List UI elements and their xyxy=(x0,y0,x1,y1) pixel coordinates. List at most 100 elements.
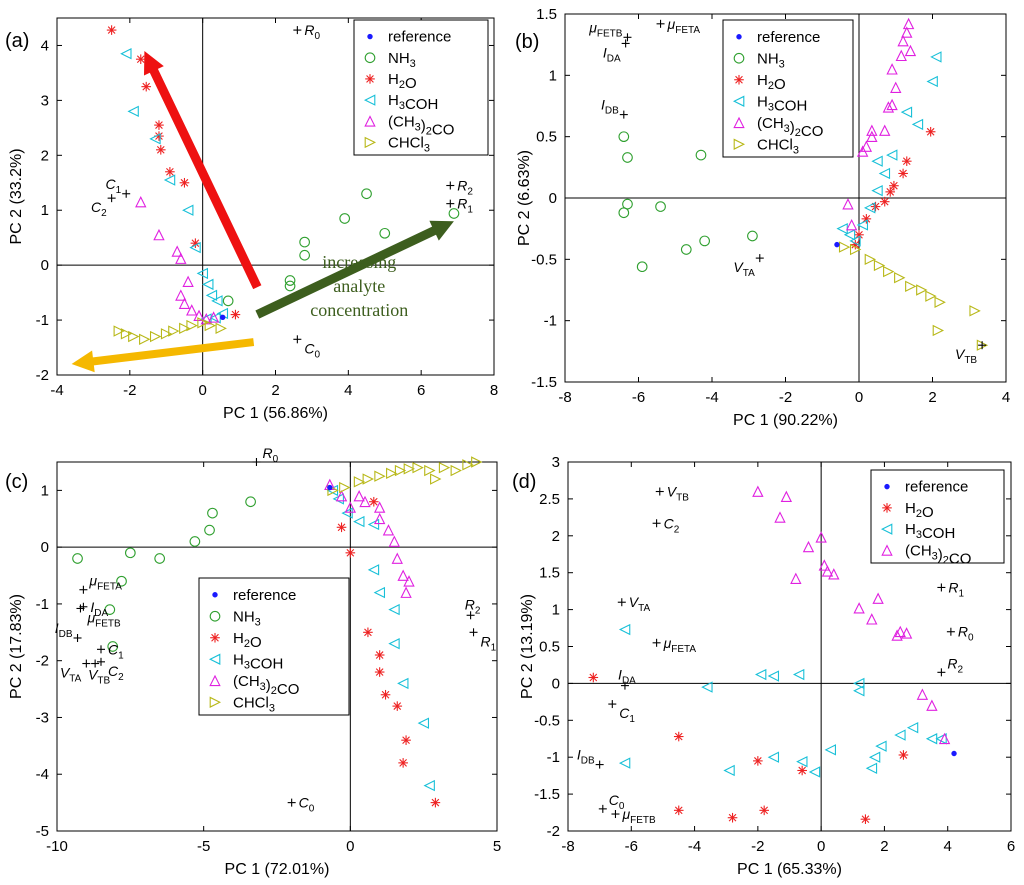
ch32co-point xyxy=(902,17,915,30)
labeled-point-r1: R1 xyxy=(469,628,497,653)
legend-item-h3coh: H3COH xyxy=(732,93,807,114)
point-label: μFETA xyxy=(667,16,701,36)
series-reference xyxy=(951,750,957,757)
point-label: C0 xyxy=(299,795,315,815)
legend-item-ch32co: (CH3)2CO xyxy=(733,115,823,140)
labeled-point-c1: C1 xyxy=(106,176,131,198)
h2o-point xyxy=(797,765,807,776)
ch32co-point xyxy=(373,512,386,525)
labeled-point-c0: C0 xyxy=(287,795,315,815)
series-chcl3 xyxy=(327,456,483,497)
point-label: C1 xyxy=(106,176,122,196)
ch32co-point xyxy=(373,501,386,513)
labeled-point-r2: R2 xyxy=(446,178,473,198)
x-tick-label: -8 xyxy=(561,838,574,855)
labeled-point-r2: R2 xyxy=(465,596,481,620)
legend-label: H2O xyxy=(233,630,262,651)
point-label: R1 xyxy=(481,633,497,653)
x-tick-label: 4 xyxy=(1002,389,1010,406)
h2o-point xyxy=(154,120,164,130)
ch32co-point xyxy=(890,81,902,93)
chcl3-point xyxy=(204,319,216,332)
point-label: R0 xyxy=(958,624,974,644)
nh3-point xyxy=(107,641,119,652)
y-tick-label: -1 xyxy=(547,749,560,766)
y-tick-label: -1.5 xyxy=(534,786,560,803)
legend-box xyxy=(870,469,1005,564)
annotation-line: concentration xyxy=(310,300,408,320)
labeled-point-c2: C2 xyxy=(652,515,680,535)
series-reference xyxy=(327,484,333,491)
ch32co-point xyxy=(901,26,913,38)
labeled-point-r0: R0 xyxy=(252,445,279,466)
x-tick-label: 5 xyxy=(493,838,501,855)
point-label: IDB xyxy=(577,747,595,767)
ch32co-point xyxy=(895,49,907,62)
h3coh-point xyxy=(163,174,176,186)
legend-marker-ch32co xyxy=(364,115,376,127)
h2o-point xyxy=(753,756,763,766)
labeled-point-c2: C2 xyxy=(91,194,116,219)
h2o-point xyxy=(430,797,441,808)
point-label: R0 xyxy=(262,445,278,465)
y-tick-label: 0 xyxy=(549,190,557,207)
h3coh-point xyxy=(911,118,924,131)
ch32co-point xyxy=(845,218,858,231)
ch32co-point xyxy=(872,592,884,604)
chcl3-point xyxy=(128,330,140,343)
chcl3-point xyxy=(374,470,386,482)
y-axis-label: PC 2 (33.2%) xyxy=(8,148,25,244)
point-label: μFETB xyxy=(86,609,121,629)
h3coh-point xyxy=(196,267,209,280)
y-tick-label: -5 xyxy=(36,823,49,840)
legend-item-h2o: H2O xyxy=(365,71,417,92)
ch32co-point xyxy=(353,490,365,502)
h2o-point xyxy=(727,812,738,823)
legend-marker-h3coh xyxy=(732,95,745,107)
point-label: IDA xyxy=(603,44,621,64)
labeled-point-c0: C0 xyxy=(293,335,320,360)
labeled-point-vtb: VTB xyxy=(88,659,111,687)
legend-marker-nh3 xyxy=(209,610,221,622)
labeled-point-mufetb: μFETB xyxy=(588,19,632,42)
legend-box xyxy=(198,577,350,716)
h2o-point xyxy=(898,750,909,760)
point-label: R0 xyxy=(304,22,320,42)
point-label: C0 xyxy=(304,340,320,360)
series-ch32co xyxy=(135,195,220,325)
h2o-point xyxy=(673,731,684,742)
series-h2o xyxy=(850,126,936,250)
nh3-point xyxy=(747,230,758,242)
legend-item-nh3: NH3 xyxy=(364,50,416,70)
ch32co-point xyxy=(802,540,815,553)
ch32co-point xyxy=(207,311,220,323)
x-tick-label: 2 xyxy=(271,382,279,399)
h3coh-point xyxy=(353,515,365,528)
h3coh-point xyxy=(894,729,906,741)
y-tick-label: 1 xyxy=(41,482,49,499)
legend-marker-reference xyxy=(212,592,218,598)
chcl3-point xyxy=(339,481,351,494)
labeled-point-r0: R0 xyxy=(293,22,320,42)
chcl3-point xyxy=(873,259,886,272)
point-label: IDA xyxy=(90,599,108,619)
ch32co-point xyxy=(186,304,198,316)
legend-marker-reference xyxy=(367,33,373,40)
nh3-point xyxy=(284,280,296,292)
series-ch32co xyxy=(752,485,951,745)
nh3-point xyxy=(299,249,310,261)
h3coh-point xyxy=(120,48,132,60)
legend-item-nh3: NH3 xyxy=(733,50,785,70)
h2o-point xyxy=(165,166,175,177)
h3coh-point xyxy=(723,764,735,777)
ch32co-point xyxy=(400,586,412,598)
y-tick-label: 1.5 xyxy=(539,565,560,582)
nh3-point xyxy=(72,553,83,564)
h3coh-point xyxy=(856,219,869,231)
labeled-point-c1: C1 xyxy=(608,700,635,725)
nh3-point xyxy=(361,188,372,200)
h2o-point xyxy=(588,672,599,683)
legend-box xyxy=(353,19,489,156)
